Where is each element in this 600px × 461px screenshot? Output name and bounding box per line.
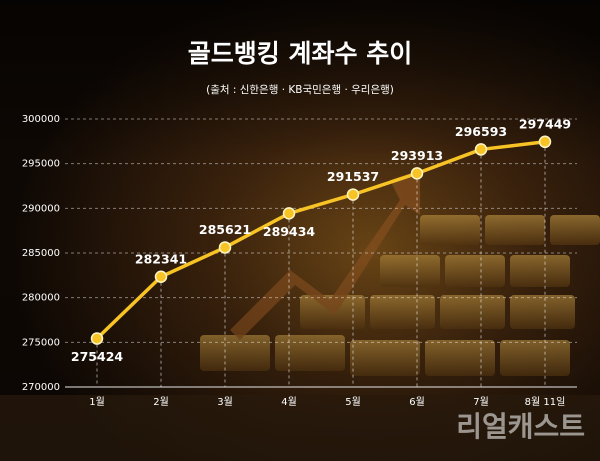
x-tick-label: 6월 xyxy=(409,396,425,408)
point xyxy=(346,188,360,201)
value-label: 293913 xyxy=(391,148,443,163)
x-tick-label: 5월 xyxy=(345,396,361,408)
x-tick-label: 1월 xyxy=(89,396,105,408)
value-label: 289434 xyxy=(263,224,315,239)
point xyxy=(474,143,488,156)
y-tick-label: 280000 xyxy=(22,293,60,304)
chart-title: 골드뱅킹 계좌수 추이 xyxy=(188,39,412,68)
y-tick-label: 295000 xyxy=(22,159,60,170)
value-label: 297449 xyxy=(519,116,571,131)
y-tick-label: 285000 xyxy=(22,248,60,259)
point xyxy=(90,332,104,345)
value-label: 285621 xyxy=(199,222,251,237)
x-tick-label: 3월 xyxy=(217,396,233,408)
x-tick-label: 2월 xyxy=(153,396,169,408)
watermark: 리얼캐스트 xyxy=(456,410,585,443)
point xyxy=(218,241,232,254)
point xyxy=(282,207,296,220)
line xyxy=(95,140,546,340)
y-tick-label: 275000 xyxy=(22,337,60,348)
point xyxy=(538,135,552,149)
value-label: 282341 xyxy=(135,251,187,266)
value-label: 275424 xyxy=(71,349,123,364)
point xyxy=(410,167,424,180)
x-tick-label: 4월 xyxy=(281,396,297,408)
y-tick-label: 290000 xyxy=(22,203,60,214)
value-label: 291537 xyxy=(327,169,379,184)
y-tick-label: 270000 xyxy=(22,382,60,393)
x-tick-label: 7월 xyxy=(473,396,489,408)
chart-subtitle: (출처 : 신한은행 · KB국민은행 · 우리은행) xyxy=(206,84,394,96)
x-tick-label: 8월 11일 xyxy=(525,396,566,408)
point xyxy=(154,270,168,284)
value-label: 296593 xyxy=(455,124,507,139)
y-tick-label: 300000 xyxy=(22,114,60,125)
